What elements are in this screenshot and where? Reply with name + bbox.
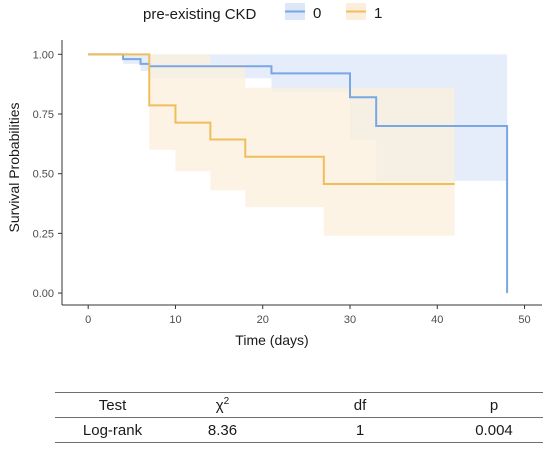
table-row: Log-rank 8.36 1 0.004 xyxy=(55,417,543,443)
x-tick-label: 40 xyxy=(431,314,443,326)
y-tick-label: 0.00 xyxy=(33,288,54,300)
ci-band-1 xyxy=(88,54,455,236)
legend-label-1: 1 xyxy=(374,5,382,22)
chi-symbol: χ xyxy=(215,397,224,414)
x-tick-label: 0 xyxy=(85,314,91,326)
header-df: df xyxy=(275,392,445,418)
header-test: Test xyxy=(55,392,170,418)
cell-chi-squared: 8.36 xyxy=(170,417,275,443)
legend-label-0: 0 xyxy=(313,5,321,22)
survival-line-0 xyxy=(88,53,509,294)
x-tick-label: 20 xyxy=(257,314,269,326)
header-chi-squared: χ2 xyxy=(170,392,275,418)
table-header-row: Test χ2 df p xyxy=(55,392,543,418)
y-axis-title: Survival Probabilities xyxy=(6,103,22,233)
y-tick-label: 0.25 xyxy=(33,228,54,240)
chi-superscript: 2 xyxy=(223,396,230,407)
x-tick-label: 10 xyxy=(169,314,181,326)
legend-title: pre-existing CKD xyxy=(143,6,257,23)
x-tick-label: 30 xyxy=(344,314,356,326)
log-rank-table: Test χ2 df p Log-rank 8.36 1 0.004 xyxy=(55,392,543,443)
y-tick-label: 0.50 xyxy=(33,169,54,181)
cell-test-name: Log-rank xyxy=(55,417,170,443)
survival-line-1 xyxy=(88,53,455,185)
x-tick-label: 50 xyxy=(518,314,530,326)
header-p: p xyxy=(445,392,543,418)
x-axis-title: Time (days) xyxy=(235,332,308,348)
y-tick-label: 1.00 xyxy=(33,49,54,61)
cell-df: 1 xyxy=(275,417,445,443)
cell-p-value: 0.004 xyxy=(445,417,543,443)
y-tick-label: 0.75 xyxy=(33,109,54,121)
